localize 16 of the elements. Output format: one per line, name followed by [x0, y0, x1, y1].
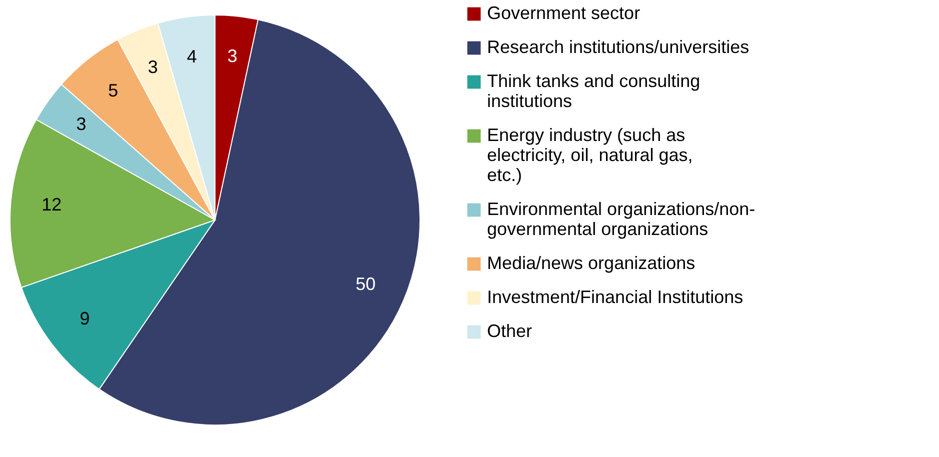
legend-label: Think tanks and consulting institutions: [487, 71, 700, 111]
legend-label: Research institutions/universities: [487, 37, 750, 57]
data-label: 12: [42, 194, 62, 215]
legend-label: Investment/Financial Institutions: [487, 287, 744, 307]
legend-label: Environmental organizations/non-governmental organizations: [487, 199, 756, 239]
legend-label: Energy industry (such as electricity, oil, natural gas, etc.): [487, 125, 693, 185]
data-label: 3: [227, 46, 238, 66]
data-label: 3: [76, 114, 86, 134]
legend-label: Media/news organizations: [487, 253, 696, 273]
legend-label: Government sector: [487, 3, 640, 23]
data-label: 4: [186, 46, 197, 67]
data-label: 5: [108, 80, 118, 101]
data-label: 3: [148, 57, 158, 78]
legend-label: Other: [487, 321, 532, 341]
data-label: 50: [356, 274, 376, 294]
data-label: 9: [80, 308, 90, 329]
